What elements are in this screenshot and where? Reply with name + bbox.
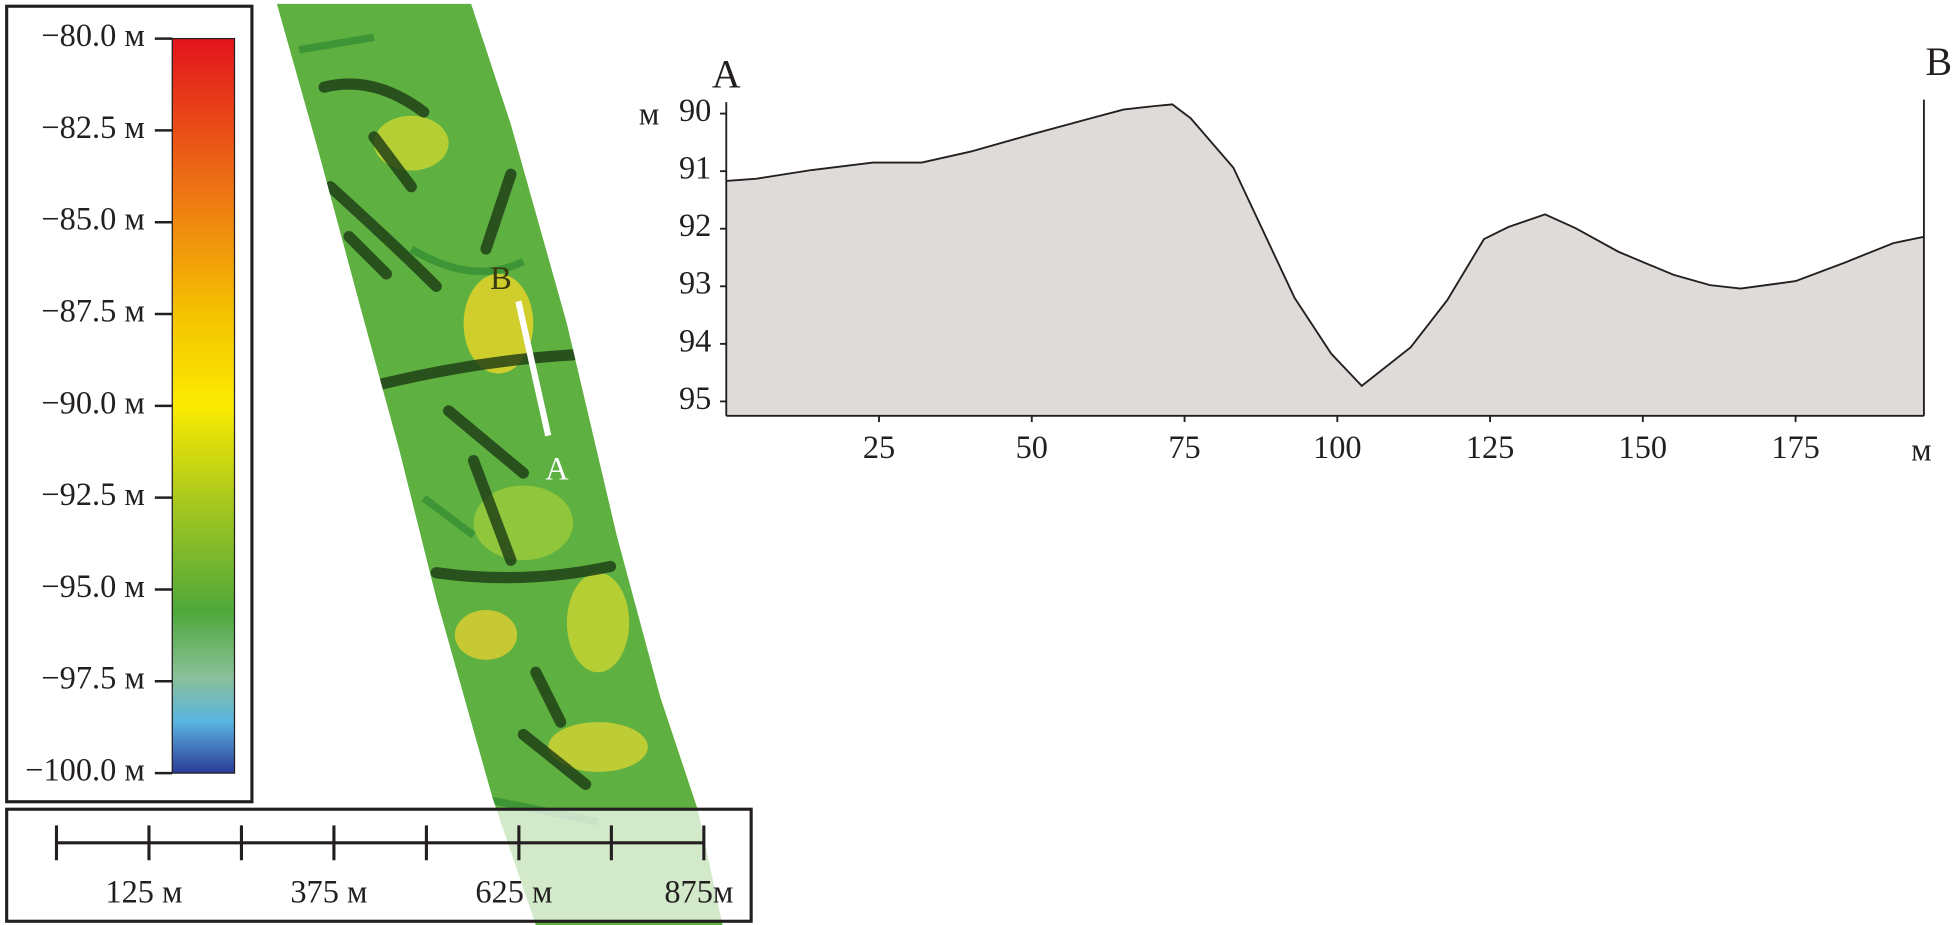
y-tick-label: 92 [679, 207, 711, 243]
x-tick-label: 25 [863, 429, 895, 465]
map-label: A [545, 450, 569, 486]
scale-label: 875м [664, 874, 733, 910]
colorbar-tick-label: −80.0 м [41, 17, 144, 53]
colorbar-tick-label: −92.5 м [41, 476, 144, 512]
x-tick-label: 125 [1466, 429, 1515, 465]
map-label: B [490, 260, 512, 296]
scale-bar-box [5, 807, 753, 923]
x-tick-label: 150 [1619, 429, 1668, 465]
x-tick-label: 75 [1168, 429, 1200, 465]
scale-label: 125 м [105, 874, 182, 910]
profile-line [726, 103, 1925, 388]
y-tick-label: 94 [679, 322, 711, 358]
map [276, 3, 723, 925]
colorbar-tick-label: −82.5 м [41, 109, 144, 145]
y-axis-label: м [639, 95, 659, 131]
colorbar-tick-label: −87.5 м [41, 292, 144, 328]
x-tick-label: 175 [1771, 429, 1820, 465]
colorbar [171, 37, 236, 774]
start-label: A [712, 53, 741, 97]
area-fill [726, 104, 1924, 416]
x-tick-label: 100 [1313, 429, 1362, 465]
colorbar-tick-label: −95.0 м [41, 568, 144, 604]
end-label: B [1926, 40, 1953, 84]
scale-label: 625 м [475, 874, 552, 910]
profile-line [515, 300, 552, 437]
y-tick-label: 93 [679, 265, 711, 301]
x-axis-label: м [1911, 432, 1931, 468]
y-tick-label: 91 [679, 150, 711, 186]
colorbar-tick-label: −90.0 м [41, 384, 144, 420]
x-tick-label: 50 [1016, 429, 1048, 465]
y-tick-label: 90 [679, 92, 711, 128]
colorbar-tick-label: −100.0 м [25, 752, 145, 788]
scale-label: 375 м [290, 874, 367, 910]
colorbar-tick-label: −97.5 м [41, 660, 144, 696]
y-tick-label: 95 [679, 380, 711, 416]
colorbar-tick-label: −85.0 м [41, 201, 144, 237]
